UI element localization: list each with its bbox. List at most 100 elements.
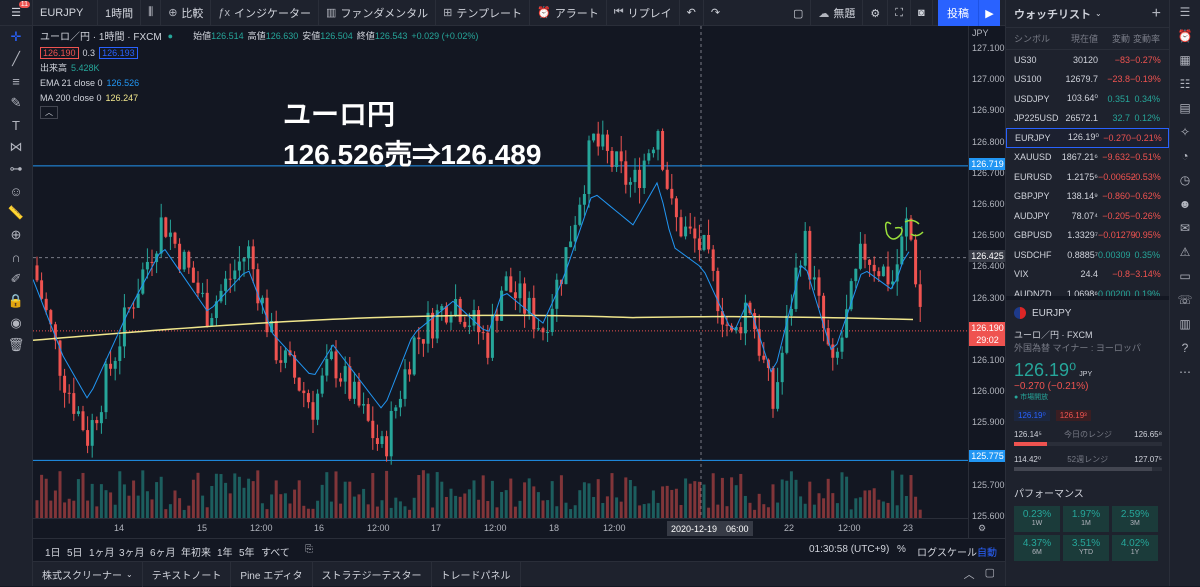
order-panel-toggle[interactable]: ▭	[1170, 264, 1200, 288]
play-button[interactable]: ▶	[978, 0, 1000, 26]
brush-tool[interactable]: ✎	[0, 92, 32, 114]
calendar-toggle[interactable]: ▤	[1170, 96, 1200, 120]
data-window-toggle[interactable]: ▦	[1170, 48, 1200, 72]
fib-tool[interactable]: ≡	[0, 70, 32, 92]
tab-pine-editor[interactable]: Pine エディタ	[231, 561, 313, 587]
buy-button[interactable]: 126.193	[99, 46, 138, 59]
watchlist-row[interactable]: JP225USD 26572.1 32.7 0.12%	[1006, 109, 1169, 129]
more-toggle[interactable]: ⋯	[1170, 360, 1200, 384]
watchlist-row[interactable]: AUDJPY 78.07⁴ −0.205 −0.26%	[1006, 206, 1169, 226]
col-symbol[interactable]: シンボル	[1014, 34, 1051, 44]
redo-button[interactable]: ↷	[704, 0, 727, 26]
fullscreen-button[interactable]: ⛶	[888, 0, 911, 26]
forecast-tool[interactable]: ⊶	[0, 158, 32, 180]
watchlist-row[interactable]: USDJPY 103.64⁰ 0.351 0.34%	[1006, 89, 1169, 109]
indicators-button[interactable]: ƒx インジケーター	[211, 0, 320, 26]
axis-settings-icon[interactable]: ⚙	[978, 523, 987, 533]
range-5d[interactable]: 5日	[67, 548, 83, 559]
public-chats-toggle[interactable]: ☻	[1170, 192, 1200, 216]
tab-text-notes[interactable]: テキストノート	[143, 561, 232, 587]
chevron-down-icon[interactable]: ⌄	[1095, 9, 1102, 18]
maximize-icon[interactable]: ▢	[984, 567, 995, 579]
range-ytd[interactable]: 年初来	[181, 548, 211, 559]
watchlist-row[interactable]: US30 30120 −83 −0.27%	[1006, 50, 1169, 70]
emoji-tool[interactable]: ☺	[0, 180, 32, 202]
tab-trading-panel[interactable]: トレードパネル	[432, 561, 521, 587]
alerts-toggle[interactable]: ⏰	[1170, 24, 1200, 48]
hide-tool[interactable]: ◉	[0, 312, 32, 334]
text-tool[interactable]: T	[0, 114, 32, 136]
symbol-search[interactable]: EURJPY	[33, 0, 98, 26]
alert-button[interactable]: ⏰ アラート	[530, 0, 607, 26]
symbol-title[interactable]: ユーロ／円 · 1時間 · FXCM	[40, 32, 162, 43]
fundamentals-button[interactable]: ▥ ファンダメンタル	[319, 0, 437, 26]
cloud-save-button[interactable]: ☁ 無題	[811, 0, 864, 26]
volume-legend[interactable]: 出来高 5.428K	[40, 60, 478, 75]
watchlist-toggle[interactable]: ☰	[1170, 0, 1200, 24]
clock[interactable]: 01:30:58 (UTC+9)	[809, 544, 890, 555]
layout-icon[interactable]: ▢	[786, 0, 812, 26]
col-price[interactable]: 現在値	[1070, 34, 1098, 44]
detail-name[interactable]: ユーロ／円 · FXCM	[1014, 330, 1093, 340]
watchlist-row[interactable]: VIX 24.4 −0.8 −3.14%	[1006, 265, 1169, 285]
range-1d[interactable]: 1日	[45, 548, 61, 559]
range-6m[interactable]: 6ヶ月	[150, 548, 176, 559]
col-change[interactable]: 変動	[1111, 34, 1130, 44]
add-symbol-icon[interactable]: +	[1151, 4, 1161, 22]
watchlist-row[interactable]: XAUUSD 1867.21⁶ −9.632 −0.51%	[1006, 148, 1169, 168]
help-toggle[interactable]: ?	[1170, 336, 1200, 360]
interval-button[interactable]: 1時間	[98, 0, 142, 26]
lock-tool[interactable]: 🔒	[0, 290, 32, 312]
dom-toggle[interactable]: ▥	[1170, 312, 1200, 336]
chart-type-button[interactable]: ⫼	[141, 0, 162, 26]
broker-toggle[interactable]: ☏	[1170, 288, 1200, 312]
chart-pane[interactable]	[33, 26, 968, 538]
menu-button[interactable]: ☰ 11	[0, 0, 33, 26]
tab-screener[interactable]: 株式スクリーナー ⌄	[33, 561, 143, 587]
auto-toggle[interactable]: 自動	[977, 548, 997, 559]
collapse-icon[interactable]: ︿	[963, 569, 975, 581]
ema-legend[interactable]: EMA 21 close 0 126.526	[40, 75, 478, 90]
watchlist-row[interactable]: EURJPY 126.19⁰ −0.270 −0.21%	[1006, 128, 1169, 148]
templates-button[interactable]: ⊞ テンプレート	[436, 0, 530, 26]
col-pct[interactable]: 変動率	[1132, 34, 1160, 44]
detail-ask[interactable]: 126.19³	[1055, 410, 1091, 421]
detail-bid[interactable]: 126.19⁰	[1014, 410, 1050, 421]
log-toggle[interactable]: ログスケール	[917, 548, 977, 559]
watchlist-row[interactable]: USDCHF 0.8885⁷ 0.00309 0.35%	[1006, 245, 1169, 265]
watchlist-row[interactable]: GBPUSD 1.3329⁷ −0.01279 −0.95%	[1006, 226, 1169, 246]
range-5y[interactable]: 5年	[239, 548, 255, 559]
publish-button[interactable]: 投稿	[938, 0, 978, 26]
range-all[interactable]: すべて	[261, 548, 290, 559]
watchlist-row[interactable]: EURUSD 1.2175⁶ −0.00652 −0.53%	[1006, 167, 1169, 187]
private-chats-toggle[interactable]: ✉	[1170, 216, 1200, 240]
hotlist-toggle[interactable]: ☷	[1170, 72, 1200, 96]
sell-button[interactable]: 126.190	[40, 46, 79, 59]
pattern-tool[interactable]: ⋈	[0, 136, 32, 158]
range-1m[interactable]: 1ヶ月	[89, 548, 115, 559]
undo-button[interactable]: ↶	[680, 0, 704, 26]
time-axis[interactable]: 14 15 12:00 16 12:00 17 12:00 18 12:00 2…	[33, 518, 986, 538]
zoom-tool[interactable]: ⊕	[0, 224, 32, 246]
detail-symbol[interactable]: EURJPY	[1032, 307, 1072, 319]
percent-toggle[interactable]: %	[897, 544, 906, 555]
ma-legend[interactable]: MA 200 close 0 126.247	[40, 90, 478, 105]
range-1y[interactable]: 1年	[217, 548, 233, 559]
trendline-tool[interactable]: ╱	[0, 48, 32, 70]
tab-strategy-tester[interactable]: ストラテジーテスター	[313, 561, 432, 587]
notifications-toggle[interactable]: ⚠	[1170, 240, 1200, 264]
stay-draw-tool[interactable]: ✐	[0, 268, 32, 290]
ruler-tool[interactable]: 📏	[0, 202, 32, 224]
price-axis[interactable]: JPY 127.100 127.000 126.900 126.800 126.700 1…	[968, 26, 1006, 538]
settings-button[interactable]: ⚙	[863, 0, 889, 26]
ideas-toggle[interactable]: ✧	[1170, 120, 1200, 144]
range-3m[interactable]: 3ヶ月	[119, 548, 145, 559]
remove-tool[interactable]: 🗑	[0, 334, 32, 356]
chats-toggle[interactable]: ◷	[1170, 168, 1200, 192]
snapshot-button[interactable]: ◙	[911, 0, 933, 26]
watchlist-row[interactable]: GBPJPY 138.14⁹ −0.860 −0.62%	[1006, 187, 1169, 207]
magnet-tool[interactable]: ∩	[0, 246, 32, 268]
watchlist-row[interactable]: US100 12679.7 −23.8 −0.19%	[1006, 70, 1169, 90]
goto-date-icon[interactable]: ⎘	[305, 544, 313, 555]
watchlist-row[interactable]: AUDNZD 1.0698⁶ 0.00200 0.19%	[1006, 284, 1169, 304]
